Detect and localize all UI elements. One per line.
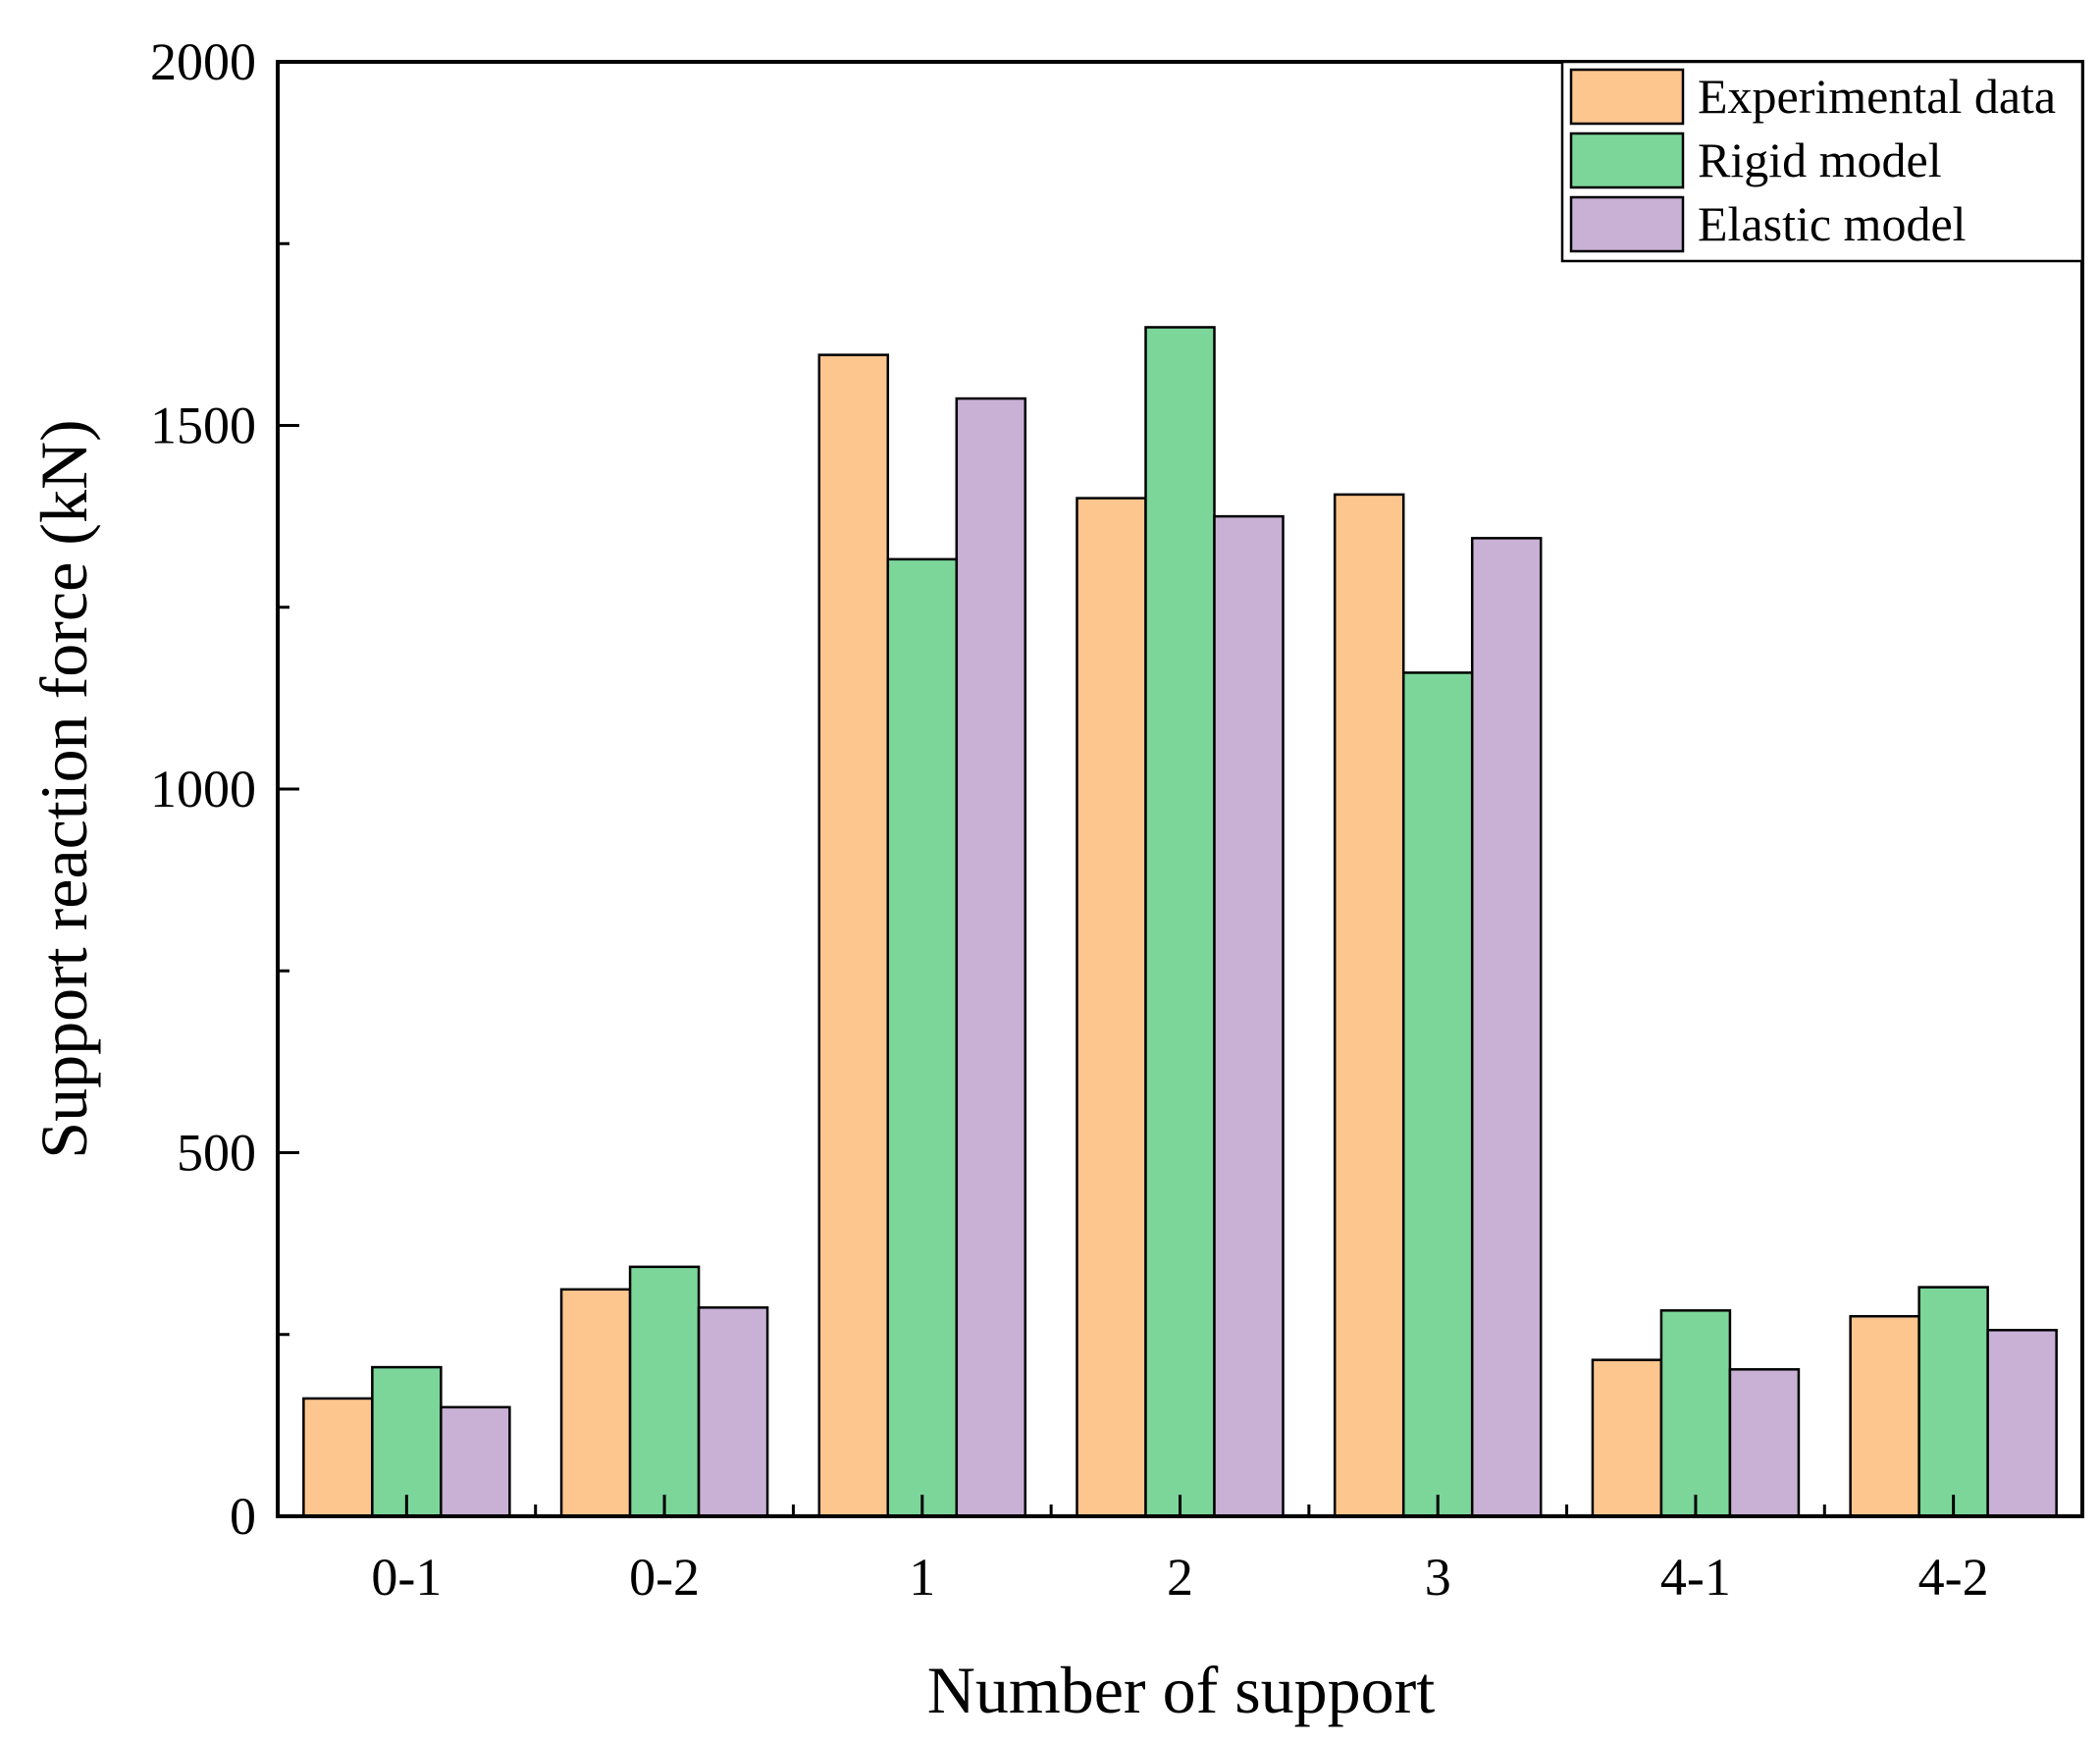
bar-4-2-elastic-model	[1986, 1329, 2058, 1518]
legend-swatch	[1569, 195, 1685, 253]
y-tick-label: 1000	[150, 760, 256, 818]
bar-2-rigid-model	[1144, 326, 1216, 1518]
x-tick-label: 1	[909, 1548, 935, 1607]
bar-0-2-rigid-model	[628, 1265, 701, 1518]
legend-swatch	[1569, 132, 1685, 189]
x-tick-label: 0-1	[371, 1548, 442, 1607]
legend-label: Elastic model	[1698, 196, 1967, 251]
plot-frame	[276, 60, 2084, 1518]
legend: Experimental data Rigid model Elastic mode…	[1560, 60, 2084, 263]
legend-swatch	[1569, 68, 1685, 126]
bar-0-1-rigid-model	[371, 1365, 443, 1518]
x-tick-label: 3	[1425, 1548, 1451, 1607]
bar-1-rigid-model	[886, 557, 959, 1518]
bar-0-1-experimental-data	[302, 1397, 374, 1518]
bar-0-1-elastic-model	[440, 1405, 511, 1518]
x-tick-label: 4-1	[1660, 1548, 1731, 1607]
bar-0-2-experimental-data	[559, 1288, 632, 1518]
x-axis-title: Number of support	[927, 1653, 1436, 1727]
bars-layer	[302, 326, 2058, 1518]
bar-3-rigid-model	[1401, 671, 1474, 1518]
y-tick-label: 1500	[150, 396, 256, 455]
y-tick-label: 0	[230, 1487, 256, 1546]
y-axis-title: Support reaction force (kN)	[26, 419, 101, 1158]
x-tick-label: 0-2	[629, 1548, 700, 1607]
bar-2-experimental-data	[1076, 497, 1147, 1518]
bar-4-2-experimental-data	[1849, 1314, 1920, 1518]
bar-1-elastic-model	[955, 396, 1027, 1518]
bar-2-elastic-model	[1213, 514, 1285, 1518]
bar-4-1-rigid-model	[1659, 1309, 1732, 1518]
legend-label: Experimental data	[1698, 69, 2056, 124]
bar-0-2-elastic-model	[697, 1306, 769, 1518]
bar-3-experimental-data	[1333, 493, 1405, 1518]
legend-label: Rigid model	[1698, 132, 1942, 187]
x-tick-label: 4-2	[1918, 1548, 1989, 1607]
bar-1-experimental-data	[817, 353, 890, 1518]
x-tick-label: 2	[1167, 1548, 1193, 1607]
y-tick-label: 2000	[150, 32, 256, 91]
y-tick-labels: 0 500 1000 1500 2000	[150, 32, 256, 1546]
bar-3-elastic-model	[1470, 537, 1543, 1518]
bar-4-1-experimental-data	[1591, 1358, 1663, 1518]
bar-4-2-rigid-model	[1917, 1286, 1989, 1518]
x-tick-labels: 0-1 0-2 1 2 3 4-1 4-2	[371, 1548, 1988, 1607]
y-tick-label: 500	[177, 1124, 256, 1183]
bar-4-1-elastic-model	[1728, 1368, 1801, 1518]
